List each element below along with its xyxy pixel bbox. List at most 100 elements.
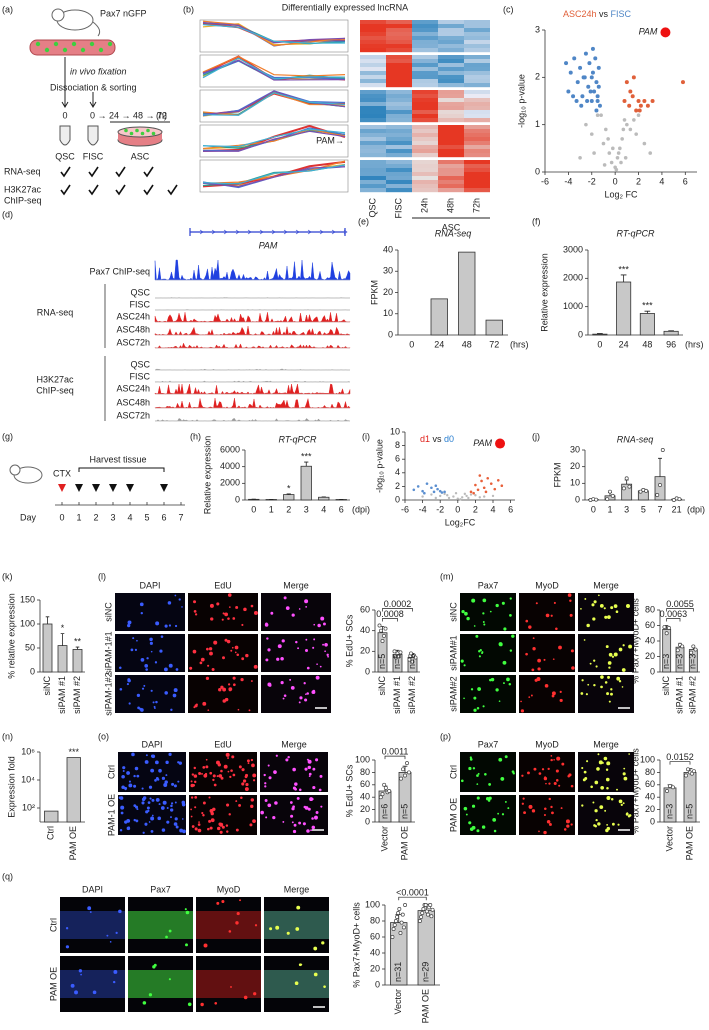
- heatmap-cell: [438, 102, 464, 107]
- nucleus: [296, 905, 301, 910]
- dish-top: [117, 126, 163, 138]
- nucleus: [227, 770, 230, 773]
- nucleus: [501, 601, 505, 605]
- nucleus: [622, 644, 625, 647]
- nucleus: [618, 799, 623, 804]
- nucleus: [580, 608, 582, 610]
- heatmap-cell: [412, 106, 438, 111]
- bar: [57, 645, 68, 673]
- nucleus: [113, 970, 118, 974]
- nucleus: [202, 813, 205, 817]
- nucleus: [544, 684, 549, 688]
- nucleus: [136, 693, 141, 697]
- nucleus: [232, 617, 236, 620]
- heatmap-cell: [386, 125, 412, 130]
- nucleus: [222, 656, 225, 660]
- nucleus: [313, 623, 316, 626]
- nucleus: [316, 663, 318, 665]
- data-point: [382, 782, 387, 787]
- y-tick-label: 4: [395, 467, 400, 477]
- heatmap-cell: [386, 149, 412, 154]
- nucleus: [235, 828, 239, 832]
- nucleus: [463, 806, 468, 811]
- panel-label: (d): [2, 209, 13, 219]
- significance: ***: [618, 264, 629, 274]
- nucleus: [615, 610, 619, 614]
- data-point: [403, 903, 408, 907]
- nucleus: [130, 648, 134, 652]
- heatmap-cell: [438, 79, 464, 84]
- nucleus: [506, 677, 510, 682]
- heatmap-cell: [360, 44, 386, 49]
- heatmap-cell: [438, 180, 464, 185]
- nucleus: [106, 934, 109, 937]
- harvest-marker: [109, 484, 117, 492]
- nucleus: [229, 775, 232, 779]
- nucleus: [194, 613, 198, 616]
- nucleus: [174, 801, 177, 804]
- nucleus: [139, 707, 142, 711]
- data-point: [380, 792, 385, 797]
- nucleus: [283, 596, 287, 600]
- y-tick-label: 0: [650, 666, 655, 676]
- gene-arrow: [211, 229, 216, 235]
- nucleus: [471, 804, 476, 808]
- nucleus: [305, 605, 308, 608]
- nucleus: [144, 664, 149, 668]
- y-tick-label: 30: [383, 266, 393, 276]
- muscle-cell: [107, 41, 113, 47]
- nucleus: [560, 807, 563, 810]
- nucleus: [551, 811, 554, 815]
- harvest: Harvest tissue: [89, 454, 146, 464]
- gene-arrow: [271, 229, 276, 235]
- y-tick-label: 80: [645, 604, 655, 614]
- nucleus: [553, 758, 555, 761]
- error-bar: [75, 646, 80, 650]
- heatmap-cell: [386, 28, 412, 33]
- data-point: [430, 493, 433, 496]
- nucleus: [498, 757, 503, 762]
- x-tick-label: 48: [462, 339, 472, 349]
- nucleus: [231, 646, 234, 649]
- nucleus: [313, 972, 318, 977]
- heatmap-cell: [464, 94, 490, 99]
- nucleus: [241, 623, 244, 627]
- nucleus: [210, 811, 214, 816]
- track-label: FISC: [129, 299, 150, 309]
- panel-label: (f): [532, 216, 541, 226]
- row-label: siPAM#1: [448, 635, 458, 670]
- heatmap-cell: [412, 94, 438, 99]
- nucleus: [604, 681, 608, 684]
- nucleus: [179, 828, 184, 833]
- p-value: <0.0001: [396, 888, 429, 898]
- nucleus: [225, 824, 229, 827]
- signal-track: [154, 325, 351, 336]
- nucleus: [65, 945, 70, 949]
- nucleus: [220, 769, 223, 773]
- heatmap-cell: [360, 75, 386, 80]
- step: in vivo fixation: [70, 66, 127, 76]
- nucleus: [260, 810, 264, 815]
- nucleus: [143, 684, 146, 687]
- nucleus: [484, 773, 487, 776]
- heatmap-cell: [412, 36, 438, 41]
- nucleus: [252, 819, 256, 824]
- heatmap-cell: [412, 168, 438, 173]
- error-bar: [286, 493, 291, 495]
- heatmap-cell: [360, 188, 386, 193]
- data-point: [575, 80, 580, 85]
- y-tick-label: 40: [360, 625, 370, 635]
- column-label: 48h: [445, 198, 455, 213]
- nucleus: [606, 692, 610, 696]
- nucleus: [210, 818, 215, 823]
- nucleus: [168, 978, 171, 981]
- nucleus: [312, 689, 316, 693]
- heatmap-cell: [386, 55, 412, 60]
- nucleus: [468, 766, 472, 771]
- nucleus: [291, 613, 295, 617]
- data-point: [423, 491, 426, 495]
- y-tick-label: 40: [383, 244, 393, 254]
- nucleus: [586, 760, 589, 763]
- channel-label: Pax7: [478, 580, 499, 590]
- nucleus: [294, 787, 297, 791]
